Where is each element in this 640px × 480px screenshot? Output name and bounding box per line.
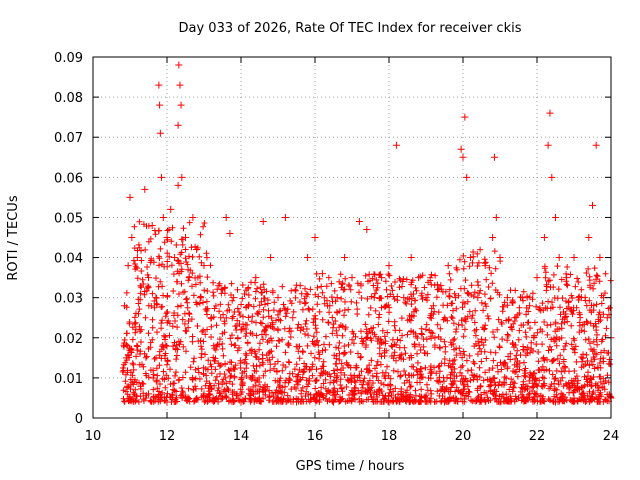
data-point [407,254,415,262]
data-point [156,129,164,137]
data-point [596,254,604,262]
y-tick-label: 0.06 [54,171,83,186]
data-point [437,282,445,290]
grid [93,57,611,418]
data-point [156,101,164,109]
data-point [141,185,149,193]
y-tick-label: 0.02 [54,332,83,347]
data-point [589,201,596,209]
data-point [463,173,471,181]
data-point [348,274,356,282]
data-point [174,181,182,189]
data-point [546,109,554,117]
data-point [311,234,319,241]
data-point [259,217,267,225]
data-point [133,254,141,262]
data-point [544,141,552,149]
data-point [540,234,548,241]
data-point [159,213,167,221]
data-point [503,294,511,302]
data-point [281,213,289,221]
data-point [533,274,541,282]
data-point [457,145,465,153]
data-point [392,141,400,149]
data-point [385,262,393,270]
data-point [585,234,593,241]
data-point [548,173,556,181]
data-point [267,254,275,262]
data-point [124,262,132,270]
y-axis-title: ROTI / TECUs [6,195,21,280]
data-point [128,234,136,241]
data-point [474,294,482,302]
data-point [333,294,341,302]
data-point [167,205,175,213]
x-tick-label: 12 [159,429,176,444]
data-point [126,193,134,201]
data-point [148,221,156,229]
data-point [304,254,312,262]
data-point [466,254,474,262]
data-point [489,234,497,241]
y-tick-label: 0.08 [54,91,83,106]
data-point [363,225,371,233]
y-tick-label: 0.01 [54,372,83,387]
chart-title: Day 033 of 2026, Rate Of TEC Index for r… [179,21,522,36]
data-point [592,141,600,149]
data-point [252,274,260,282]
data-point [341,254,349,262]
data-point [175,61,183,69]
y-tick-label: 0.05 [54,211,83,226]
data-point [555,254,563,262]
data-point [490,153,498,161]
data-point-cloud [119,218,614,405]
data-point [170,254,178,262]
data-point [459,153,467,161]
data-point [444,262,452,270]
data-point [157,173,165,181]
data-point [400,294,408,302]
data-point [415,274,423,282]
y-tick-label: 0.04 [54,252,83,267]
data-point [189,213,197,221]
y-tick-label: 0.09 [54,51,83,66]
data-point [461,113,469,121]
data-point [289,314,297,322]
y-tick-label: 0.07 [54,131,83,146]
y-tick-label: 0 [75,412,83,427]
data-point [155,81,163,89]
x-tick-label: 18 [381,429,398,444]
data-point [274,294,282,302]
data-point [603,314,611,322]
data-point [570,254,578,262]
y-tick-label: 0.03 [54,292,83,307]
x-tick-label: 24 [603,429,620,444]
x-tick-label: 10 [85,429,102,444]
data-point [137,326,145,334]
data-point [492,213,500,221]
x-tick-label: 22 [529,429,546,444]
data-point [178,173,186,181]
data-point [176,81,184,89]
data-point [552,213,559,221]
x-tick-label: 20 [455,429,472,444]
data-point [318,270,326,278]
data-point [222,213,230,221]
data-points [119,61,615,406]
axis-ticks: 0 0.01 0.02 0.03 0.04 0.05 0.06 0.07 0.08 0.09 10 1… [54,51,619,444]
data-point [174,121,182,129]
data-point [177,101,185,109]
x-axis-title: GPS time / hours [296,459,405,474]
data-point [355,217,363,225]
plot-frame [92,56,612,419]
x-tick-label: 16 [307,429,324,444]
x-tick-label: 14 [233,429,250,444]
data-point [226,229,234,237]
